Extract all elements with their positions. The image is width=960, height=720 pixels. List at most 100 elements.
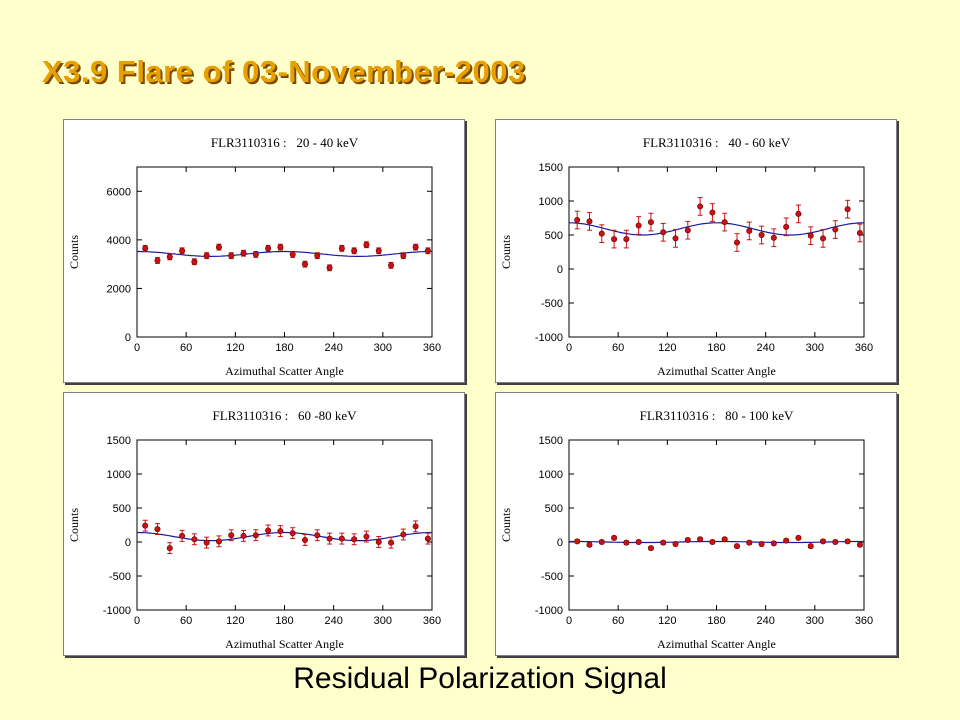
data-point	[326, 264, 333, 271]
x-axis-label: Azimuthal Scatter Angle	[657, 637, 776, 651]
fit-curve	[569, 222, 864, 236]
data-point	[635, 539, 642, 546]
data-point	[166, 545, 173, 552]
x-tick-label: 60	[180, 615, 192, 627]
x-axis-label: Azimuthal Scatter Angle	[225, 637, 344, 651]
x-tick-label: 0	[566, 342, 572, 354]
data-point	[783, 537, 790, 544]
data-point	[832, 226, 839, 233]
y-tick-label: 0	[557, 537, 563, 549]
plot-frame	[136, 439, 433, 611]
data-point	[709, 539, 716, 546]
plot-frame	[568, 439, 865, 611]
data-point	[795, 534, 802, 541]
data-point	[154, 257, 161, 264]
data-point	[265, 245, 272, 252]
x-tick-label: 300	[374, 615, 392, 627]
y-tick-label: -1000	[535, 605, 563, 617]
data-point	[856, 541, 863, 548]
y-tick-label: 2000	[107, 283, 131, 295]
data-point	[770, 540, 777, 547]
data-point	[277, 528, 284, 535]
chart-40-60kev: FLR3110316 : 40 - 60 keV 0 60 120 180 240 300 3…	[499, 135, 873, 378]
data-point	[326, 535, 333, 542]
x-tick-label: 180	[707, 342, 725, 354]
x-tick-label: 180	[275, 615, 293, 627]
data-point	[252, 251, 259, 258]
data-point	[721, 219, 728, 226]
y-tick-label: -1000	[535, 332, 563, 344]
data-point	[746, 227, 753, 234]
x-tick-label: 360	[423, 342, 441, 354]
y-tick-label: 1000	[539, 196, 563, 208]
data-point	[623, 236, 630, 243]
x-tick-label: 300	[374, 342, 392, 354]
data-point	[375, 247, 382, 254]
data-point	[154, 526, 161, 533]
data-point	[166, 253, 173, 260]
data-point	[709, 209, 716, 216]
chart-title: FLR3110316 : 80 - 100 keV	[640, 408, 794, 423]
data-point	[647, 219, 654, 226]
chart-panel-80-100kev: FLR3110316 : 80 - 100 keV 0 60 120 180 240 300…	[495, 392, 897, 656]
data-point	[338, 535, 345, 542]
fit-curve	[137, 531, 432, 542]
x-tick-label: 120	[226, 615, 244, 627]
slide-caption: Residual Polarization Signal	[293, 662, 667, 695]
x-tick-label: 180	[707, 615, 725, 627]
data-point	[844, 206, 851, 213]
data-point	[228, 252, 235, 259]
data-point	[697, 536, 704, 543]
data-point	[807, 232, 814, 239]
data-point	[574, 538, 581, 545]
data-point	[265, 527, 272, 534]
data-point	[277, 244, 284, 251]
y-tick-label: 500	[545, 503, 563, 515]
x-tick-label: 240	[324, 615, 342, 627]
x-tick-label: 0	[134, 342, 140, 354]
data-point	[314, 532, 321, 539]
y-tick-label: -500	[109, 571, 131, 583]
x-tick-label: 120	[658, 615, 676, 627]
y-axis-label: Counts	[67, 235, 81, 269]
y-tick-label: 1500	[107, 435, 131, 447]
data-point	[191, 258, 198, 265]
data-point	[820, 538, 827, 545]
data-point	[179, 247, 186, 254]
y-tick-label: 4000	[107, 235, 131, 247]
data-point	[252, 532, 259, 539]
data-point	[647, 545, 654, 552]
y-tick-label: 500	[113, 503, 131, 515]
data-point	[412, 244, 419, 251]
data-point	[338, 245, 345, 252]
data-point	[758, 232, 765, 239]
data-point	[142, 522, 149, 529]
y-axis-label: Counts	[67, 508, 81, 542]
x-tick-label: 0	[134, 615, 140, 627]
data-point	[314, 252, 321, 259]
data-point	[228, 532, 235, 539]
data-point	[351, 247, 358, 254]
x-tick-label: 240	[324, 342, 342, 354]
data-point	[807, 543, 814, 550]
data-point	[363, 241, 370, 248]
x-tick-label: 120	[226, 342, 244, 354]
data-point	[684, 227, 691, 234]
chart-panel-60-80kev: FLR3110316 : 60 -80 keV 0 60 120 180 240 300 36…	[63, 392, 465, 656]
data-point	[672, 541, 679, 548]
y-tick-label: 1500	[539, 162, 563, 174]
y-tick-label: 0	[125, 332, 131, 344]
data-point	[820, 235, 827, 242]
data-point	[301, 536, 308, 543]
data-point	[721, 536, 728, 543]
fit-curve	[569, 540, 864, 544]
chart-60-80kev: FLR3110316 : 60 -80 keV 0 60 120 180 240 300 36…	[67, 408, 441, 651]
data-point	[623, 539, 630, 546]
data-point	[289, 251, 296, 258]
data-point	[388, 539, 395, 546]
data-point	[660, 229, 667, 236]
data-point	[844, 538, 851, 545]
chart-80-100kev: FLR3110316 : 80 - 100 keV 0 60 120 180 240 300…	[499, 408, 873, 651]
data-point	[598, 230, 605, 237]
plot-frame	[568, 166, 865, 338]
